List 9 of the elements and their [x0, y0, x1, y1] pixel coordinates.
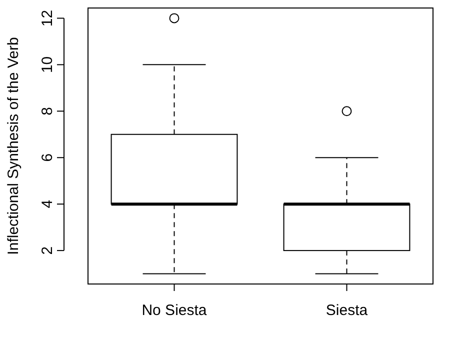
y-tick-label: 8: [39, 106, 56, 116]
y-tick-label: 10: [39, 56, 56, 74]
y-axis-title: Inflectional Synthesis of the Verb: [5, 37, 22, 255]
y-tick-label: 2: [39, 246, 56, 255]
x-tick-label: Siesta: [326, 302, 368, 319]
y-tick-label: 6: [39, 153, 56, 162]
y-tick-label: 12: [39, 10, 56, 27]
x-tick-label: No Siesta: [142, 302, 208, 319]
y-tick-label: 4: [39, 200, 56, 208]
